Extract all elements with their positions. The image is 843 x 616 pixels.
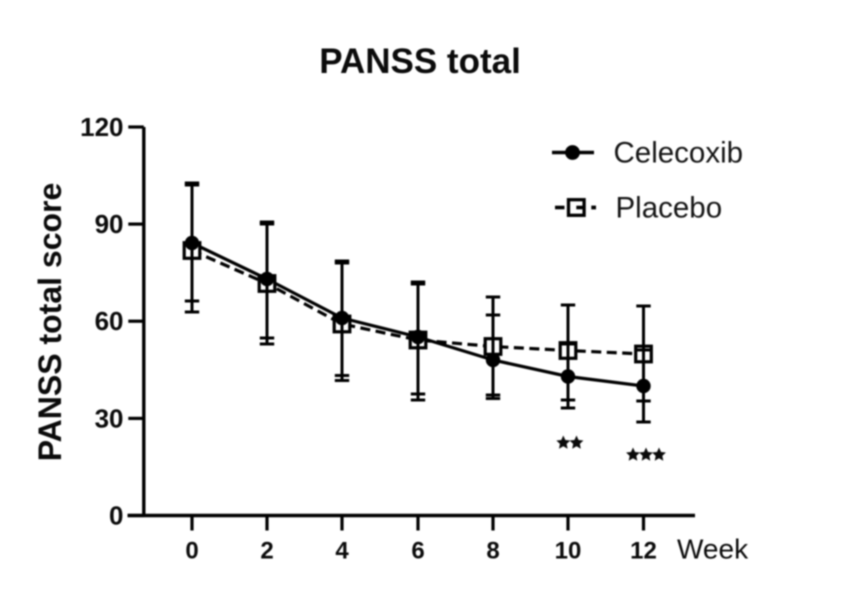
svg-text:0: 0 xyxy=(109,501,123,531)
svg-text:60: 60 xyxy=(95,306,124,336)
svg-text:2: 2 xyxy=(260,538,273,565)
svg-text:8: 8 xyxy=(486,538,499,565)
svg-text:Celecoxib: Celecoxib xyxy=(614,137,744,170)
svg-text:Week: Week xyxy=(677,534,749,565)
svg-text:120: 120 xyxy=(80,112,123,142)
svg-text:6: 6 xyxy=(411,538,424,565)
svg-text:PANSS total: PANSS total xyxy=(319,42,521,81)
svg-text:12: 12 xyxy=(630,538,657,565)
svg-text:0: 0 xyxy=(185,538,198,565)
svg-text:Placebo: Placebo xyxy=(616,192,723,225)
svg-text:30: 30 xyxy=(95,403,124,433)
svg-text:PANSS total score: PANSS total score xyxy=(32,183,68,462)
svg-text:10: 10 xyxy=(555,538,582,565)
svg-text:4: 4 xyxy=(335,538,349,565)
svg-text:90: 90 xyxy=(95,209,124,239)
